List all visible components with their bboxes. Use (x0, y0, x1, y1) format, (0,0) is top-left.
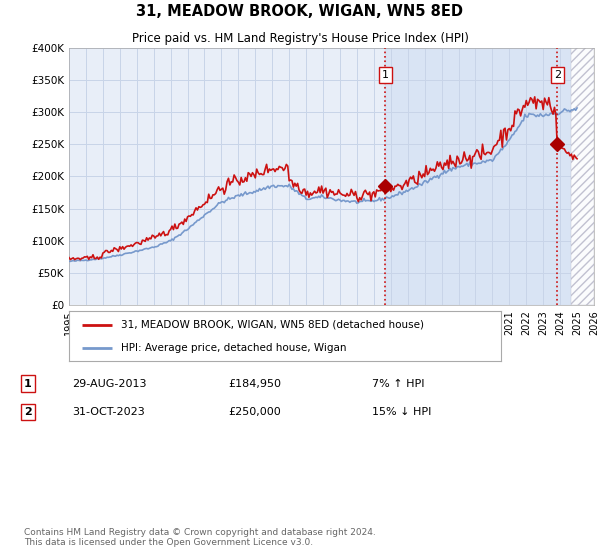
Bar (385, 48, 594, 305)
Text: 7% ↑ HPI: 7% ↑ HPI (372, 379, 425, 389)
Text: HPI: Average price, detached house, Wigan: HPI: Average price, detached house, Wiga… (121, 343, 346, 353)
Text: 31-OCT-2023: 31-OCT-2023 (72, 407, 145, 417)
Text: £184,950: £184,950 (228, 379, 281, 389)
Text: 15% ↓ HPI: 15% ↓ HPI (372, 407, 431, 417)
Text: 31, MEADOW BROOK, WIGAN, WN5 8ED (detached house): 31, MEADOW BROOK, WIGAN, WN5 8ED (detach… (121, 320, 424, 330)
Text: 1: 1 (24, 379, 32, 389)
Text: 31, MEADOW BROOK, WIGAN, WN5 8ED: 31, MEADOW BROOK, WIGAN, WN5 8ED (137, 4, 464, 20)
Text: £250,000: £250,000 (228, 407, 281, 417)
Text: 1: 1 (382, 69, 389, 80)
Text: Price paid vs. HM Land Registry's House Price Index (HPI): Price paid vs. HM Land Registry's House … (131, 31, 469, 45)
Text: Contains HM Land Registry data © Crown copyright and database right 2024.
This d: Contains HM Land Registry data © Crown c… (24, 528, 376, 548)
Text: 2: 2 (24, 407, 32, 417)
Text: 2: 2 (554, 69, 561, 80)
Text: 29-AUG-2013: 29-AUG-2013 (72, 379, 146, 389)
